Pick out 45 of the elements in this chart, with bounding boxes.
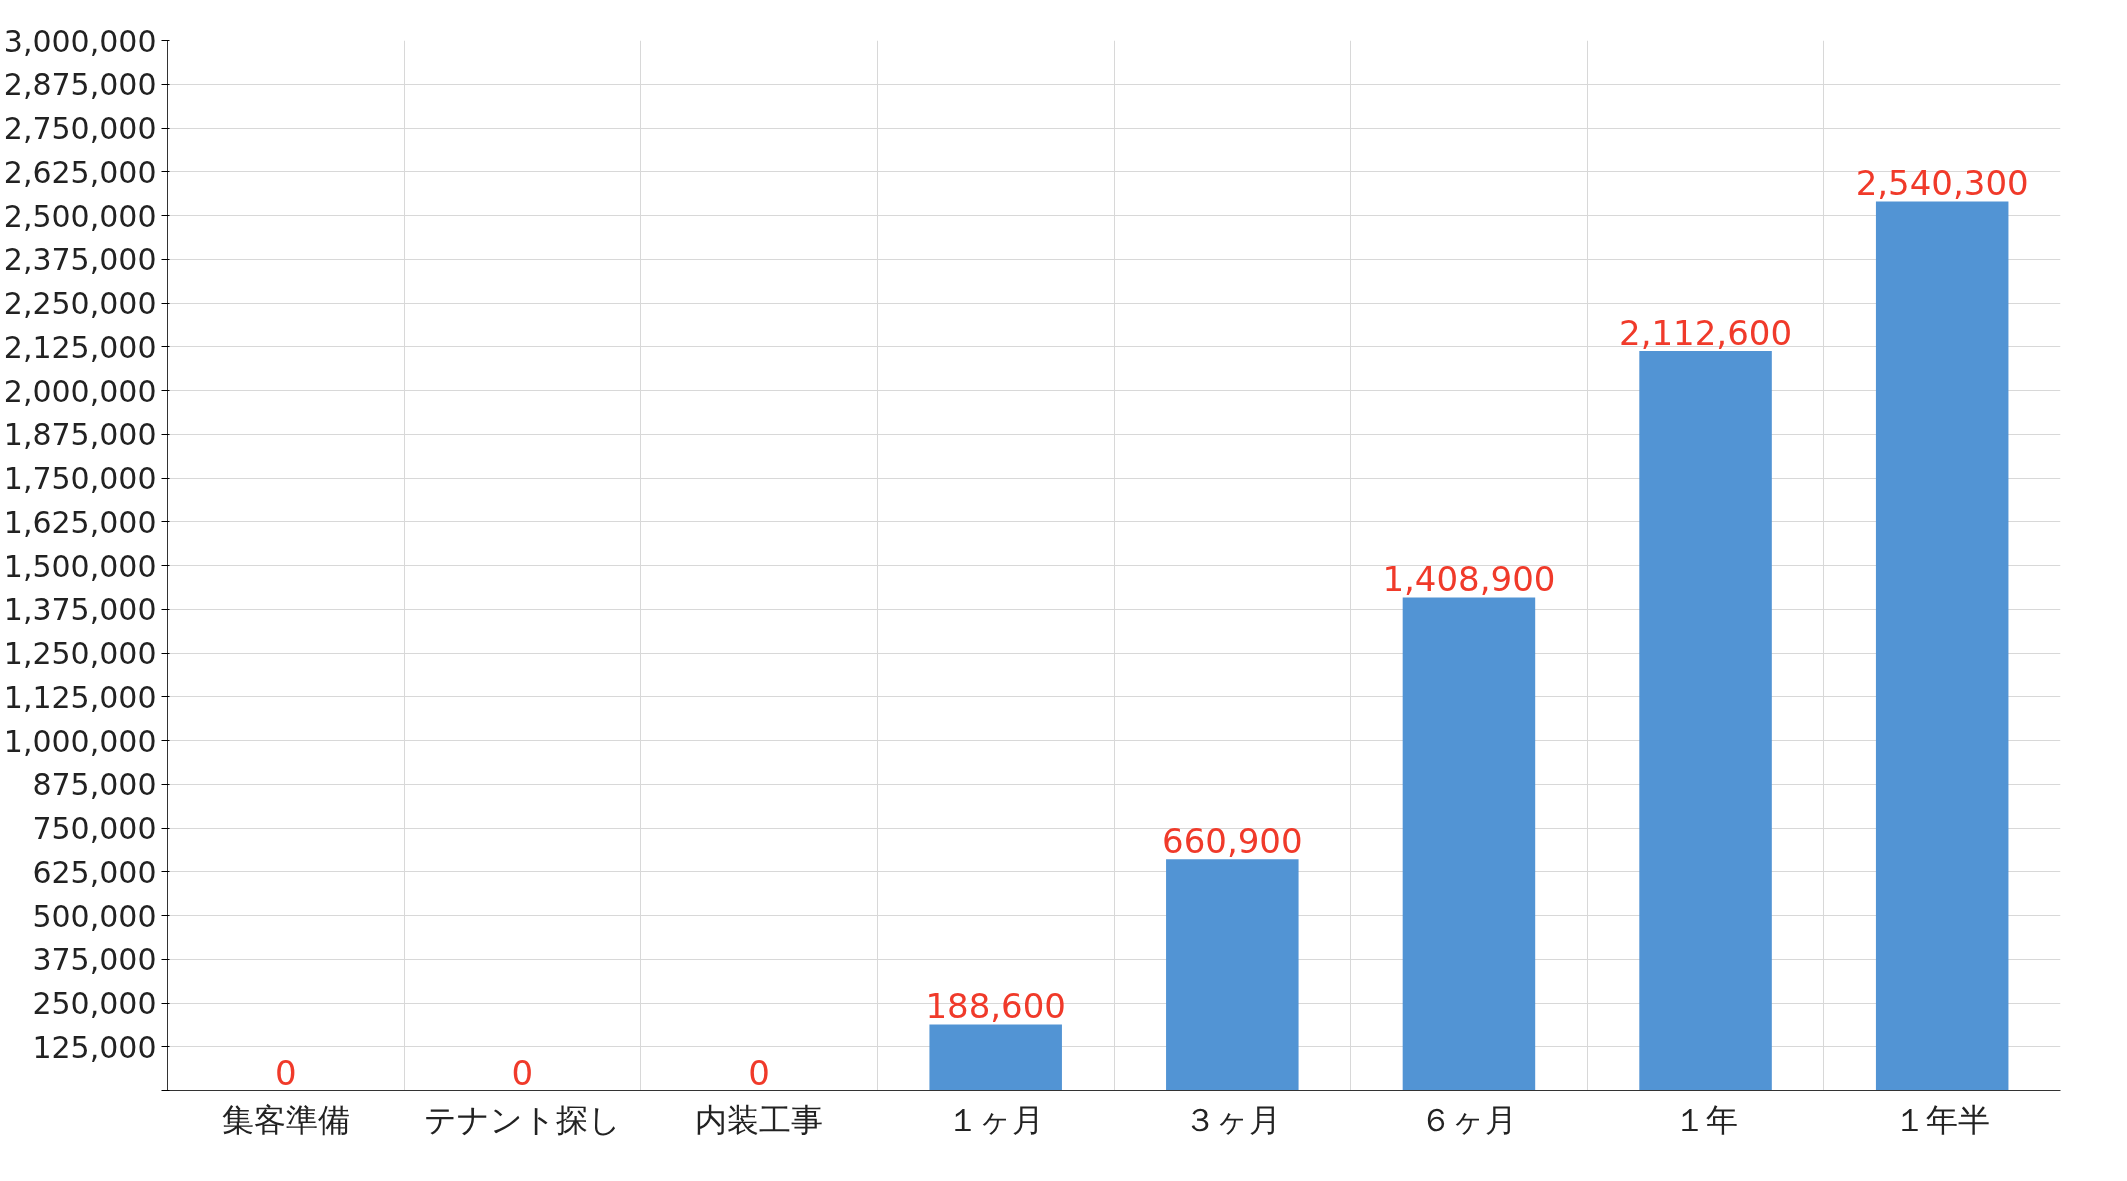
y-tick-label: 3,000,000: [3, 23, 157, 59]
x-tick-label: １年半: [1894, 1101, 1991, 1138]
y-tick-label: 125,000: [32, 1029, 157, 1065]
data-label: 188,600: [925, 986, 1066, 1027]
y-tick-label: 375,000: [32, 942, 157, 978]
data-label: 2,540,300: [1855, 163, 2029, 204]
y-tick-label: 2,625,000: [3, 154, 157, 190]
bar: [1402, 597, 1536, 1091]
y-tick-label: 2,250,000: [3, 286, 157, 321]
y-tick-label: 2,875,000: [3, 67, 157, 103]
y-tick-label: 1,375,000: [3, 592, 157, 628]
y-tick-label: 1,750,000: [3, 461, 157, 496]
y-tick-label: 2,500,000: [3, 198, 157, 234]
data-label: 2,112,600: [1619, 313, 1793, 354]
data-label: 0: [275, 1052, 297, 1093]
bar: [929, 1024, 1062, 1091]
y-tick-label: 2,000,000: [3, 373, 157, 409]
x-tick-label: ６ヶ月: [1420, 1101, 1518, 1138]
y-tick-label: 500,000: [32, 898, 157, 934]
x-tick-label: ３ヶ月: [1183, 1101, 1281, 1138]
bar: [1875, 201, 2009, 1091]
data-label: 1,408,900: [1382, 559, 1556, 600]
y-tick-label: 1,125,000: [3, 679, 157, 715]
y-tick-label: 1,000,000: [3, 723, 157, 759]
y-tick-label: 750,000: [32, 811, 157, 846]
bar: [1639, 351, 1772, 1091]
y-tick-label: 2,750,000: [3, 111, 157, 146]
y-tick-label: 1,500,000: [3, 548, 157, 584]
y-tick-label: 250,000: [32, 986, 157, 1021]
y-tick-label: 625,000: [32, 854, 157, 890]
x-tick-label: 内装工事: [695, 1101, 824, 1138]
x-tick-label: １ヶ月: [947, 1101, 1045, 1138]
x-tick-label: テナント探し: [423, 1101, 621, 1138]
y-tick-label: 2,125,000: [3, 329, 157, 365]
y-tick-label: 1,875,000: [3, 417, 157, 453]
y-tick-label: 2,375,000: [3, 242, 157, 278]
y-tick-label: 875,000: [32, 767, 157, 803]
x-tick-label: 集客準備: [221, 1101, 350, 1138]
y-tick-label: 1,625,000: [3, 504, 157, 540]
data-label: 0: [748, 1052, 770, 1093]
data-label: 660,900: [1162, 821, 1303, 862]
bar: [1166, 859, 1299, 1091]
x-tick-label: １年: [1673, 1101, 1738, 1138]
y-tick-label: 1,250,000: [3, 636, 157, 671]
data-label: 0: [511, 1052, 534, 1093]
